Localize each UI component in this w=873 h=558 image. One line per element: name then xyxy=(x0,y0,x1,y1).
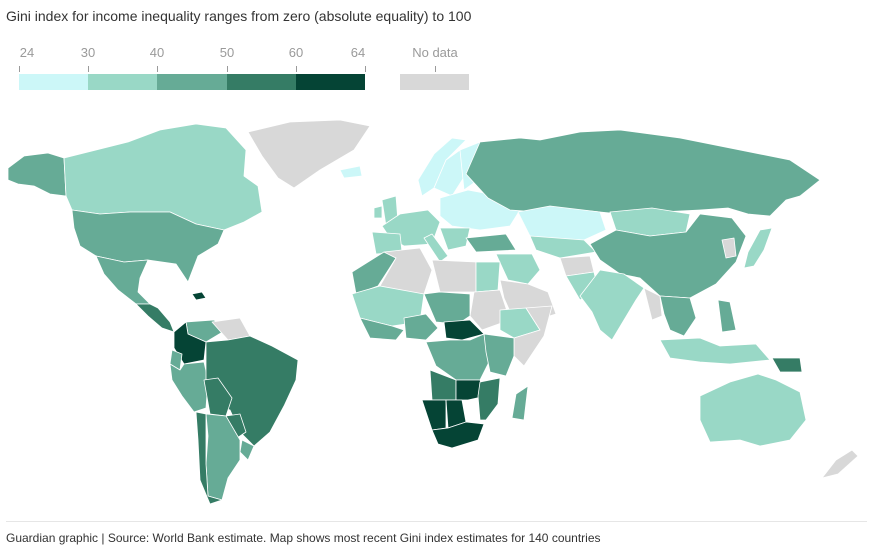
country-russia xyxy=(465,129,821,217)
legend-swatch-50-60 xyxy=(227,74,296,90)
legend-swatch-no-data xyxy=(400,74,469,90)
country-indonesia xyxy=(659,337,771,365)
world-map-svg xyxy=(7,119,859,505)
legend-break-label: 50 xyxy=(219,45,235,60)
country-central-african-republic xyxy=(443,319,485,341)
country-uruguay xyxy=(239,439,255,461)
legend-break-label: 40 xyxy=(149,45,165,60)
country-somalia xyxy=(513,305,553,367)
legend-swatch-40-50 xyxy=(157,74,227,90)
footer-divider xyxy=(6,521,867,522)
country-middle-east xyxy=(495,253,541,285)
country-peru xyxy=(169,361,209,413)
country-morocco xyxy=(351,251,397,295)
country-colombia xyxy=(173,321,207,365)
country-myanmar xyxy=(643,287,663,321)
country-balkans xyxy=(439,227,471,251)
legend-break-label: 24 xyxy=(19,45,35,60)
country-united-states xyxy=(71,209,225,283)
country-namibia xyxy=(421,399,447,431)
country-egypt xyxy=(475,261,501,293)
legend-tick xyxy=(157,66,158,72)
country-south-africa xyxy=(431,421,485,449)
country-turkey xyxy=(465,233,517,253)
legend-swatch-24-30 xyxy=(19,74,88,90)
legend-tick xyxy=(435,66,436,72)
country-central-asia xyxy=(529,235,597,259)
legend-break-label: 64 xyxy=(350,45,366,60)
country-east-africa xyxy=(483,333,515,377)
country-central-america xyxy=(135,303,175,333)
country-norway xyxy=(417,137,467,197)
country-chile xyxy=(195,411,223,505)
legend-tick xyxy=(88,66,89,72)
country-haiti xyxy=(191,291,207,301)
country-southeast-asia xyxy=(659,295,697,337)
country-libya xyxy=(431,259,477,293)
country-nigeria xyxy=(403,313,439,341)
country-alaska xyxy=(7,152,67,197)
legend-tick xyxy=(296,66,297,72)
world-map xyxy=(0,110,873,510)
country-china xyxy=(589,213,747,299)
country-ireland xyxy=(373,205,383,219)
legend-break-label: 30 xyxy=(80,45,96,60)
country-india xyxy=(579,269,645,341)
country-madagascar xyxy=(511,385,529,421)
country-bolivia xyxy=(203,377,233,417)
country-papua-new-guinea xyxy=(771,357,803,373)
legend-tick xyxy=(19,66,20,72)
country-mozambique xyxy=(477,377,501,421)
country-greenland xyxy=(247,119,371,189)
country-west-africa xyxy=(359,317,405,341)
legend: 24 30 40 50 60 64 No data xyxy=(0,40,873,100)
country-kazakhstan xyxy=(517,205,607,241)
country-philippines xyxy=(717,299,737,333)
legend-swatch-60-64 xyxy=(296,74,365,90)
country-australia xyxy=(699,373,807,447)
legend-swatch-30-40 xyxy=(88,74,157,90)
country-new-zealand xyxy=(821,449,859,479)
country-italy xyxy=(423,233,449,263)
country-chad xyxy=(423,291,471,325)
country-japan xyxy=(743,227,773,269)
country-korea xyxy=(721,237,737,259)
chart-title: Gini index for income inequality ranges … xyxy=(6,8,472,24)
legend-no-data-label: No data xyxy=(412,45,458,60)
country-argentina xyxy=(205,413,241,501)
legend-tick xyxy=(227,66,228,72)
legend-break-label: 60 xyxy=(288,45,304,60)
country-iceland xyxy=(339,165,363,179)
source-note: Guardian graphic | Source: World Bank es… xyxy=(6,531,601,545)
legend-tick xyxy=(365,66,366,72)
country-mexico xyxy=(95,255,151,305)
